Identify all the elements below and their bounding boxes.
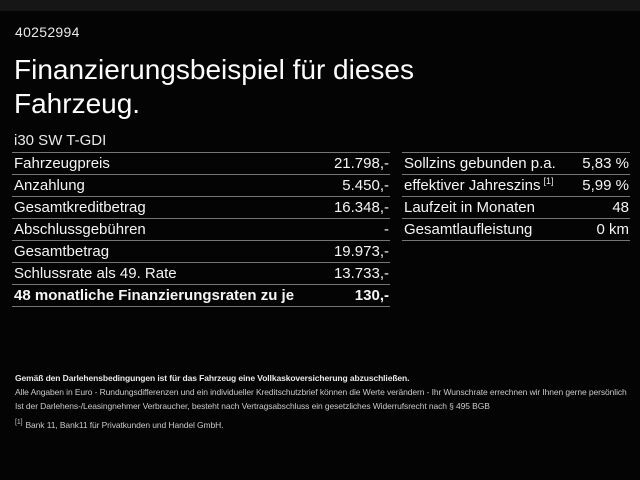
table-row-schlussrate: Schlussrate als 49. Rate 13.733,-	[12, 263, 390, 285]
row-value: 13.733,-	[333, 265, 389, 282]
table-row-gesamtlaufleistung: Gesamtlaufleistung 0 km	[402, 219, 630, 241]
table-row-laufzeit: Laufzeit in Monaten 48	[402, 197, 630, 219]
row-label: Anzahlung	[14, 177, 85, 194]
vehicle-id: 40252994	[15, 24, 80, 40]
row-value: 16.348,-	[333, 199, 389, 216]
row-label: Gesamtlaufleistung	[404, 221, 533, 238]
row-label: effektiver Jahreszins [1]	[404, 176, 554, 195]
table-row-anzahlung: Anzahlung 5.450,-	[12, 175, 390, 197]
disclaimer-line: Ist der Darlehens-/Leasingnehmer Verbrau…	[15, 401, 490, 411]
row-value: 5.450,-	[342, 177, 389, 194]
row-value: 5,99 %	[582, 177, 629, 194]
row-label: Sollzins gebunden p.a.	[404, 155, 556, 172]
model-name: i30 SW T-GDI	[14, 132, 107, 149]
row-label: Fahrzeugpreis	[14, 155, 110, 172]
footnote-reference: [1]	[543, 176, 554, 186]
disclaimer-line: Alle Angaben in Euro - Rundungsdifferenz…	[15, 387, 627, 397]
top-strip	[0, 0, 640, 11]
row-label: Schlussrate als 49. Rate	[14, 265, 177, 282]
conditions-table: Sollzins gebunden p.a. 5,83 % effektiver…	[402, 152, 630, 241]
insurance-note: Gemäß den Darlehensbedingungen ist für d…	[15, 373, 410, 383]
row-value: 5,83 %	[582, 155, 629, 172]
table-row-gesamtkreditbetrag: Gesamtkreditbetrag 16.348,-	[12, 197, 390, 219]
row-value: 48	[612, 199, 629, 216]
row-value: 0 km	[596, 221, 629, 238]
row-label: Gesamtkreditbetrag	[14, 199, 146, 216]
row-value: 21.798,-	[333, 155, 389, 172]
table-row-sollzins: Sollzins gebunden p.a. 5,83 %	[402, 153, 630, 175]
footnote-text: Bank 11, Bank11 für Privatkunden und Han…	[25, 420, 224, 430]
row-label: Gesamtbetrag	[14, 243, 110, 260]
row-label: Abschlussgebühren	[14, 221, 146, 238]
table-row-abschlussgebuehren: Abschlussgebühren -	[12, 219, 390, 241]
financing-table: Fahrzeugpreis 21.798,- Anzahlung 5.450,-…	[12, 152, 390, 307]
footer-disclaimer: Gemäß den Darlehensbedingungen ist für d…	[15, 371, 630, 432]
row-value: 130,-	[354, 287, 389, 304]
row-label: 48 monatliche Finanzierungsraten zu je	[14, 287, 295, 304]
row-label: Laufzeit in Monaten	[404, 199, 535, 216]
table-row-gesamtbetrag: Gesamtbetrag 19.973,-	[12, 241, 390, 263]
row-value: 19.973,-	[333, 243, 389, 260]
footnote: [1] Bank 11, Bank11 für Privatkunden und …	[15, 418, 630, 432]
footnote-marker: [1]	[15, 419, 23, 427]
page-title: Finanzierungsbeispiel für dieses Fahrzeu…	[14, 54, 414, 119]
table-row-effektiver-jahreszins: effektiver Jahreszins [1] 5,99 %	[402, 175, 630, 197]
row-value: -	[384, 221, 389, 238]
table-row-fahrzeugpreis: Fahrzeugpreis 21.798,-	[12, 153, 390, 175]
table-row-monatsrate: 48 monatliche Finanzierungsraten zu je 1…	[12, 285, 390, 307]
